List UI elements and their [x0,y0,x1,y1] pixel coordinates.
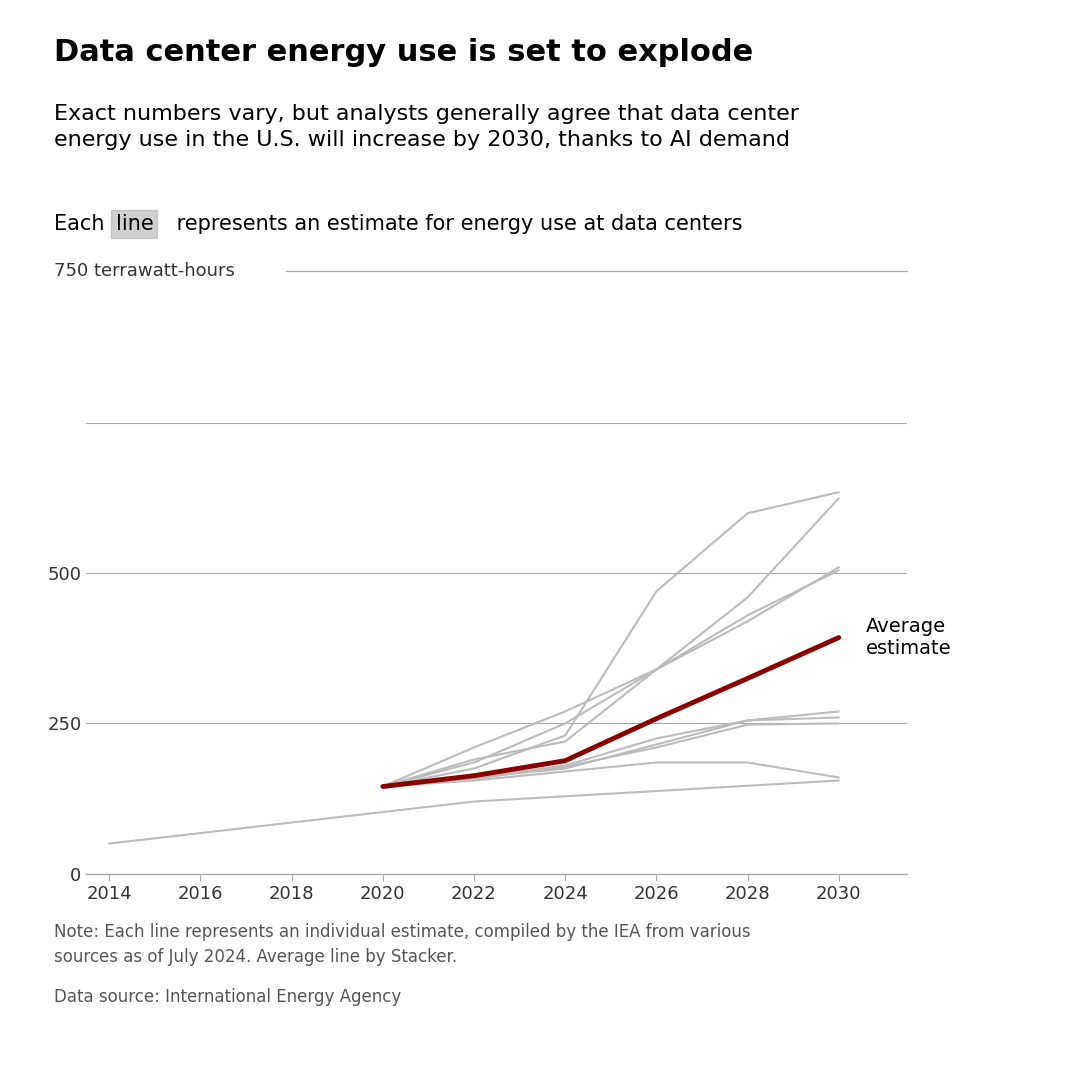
Text: 750 terrawatt-hours: 750 terrawatt-hours [54,262,234,280]
Text: Data center energy use is set to explode: Data center energy use is set to explode [54,38,753,68]
Text: represents an estimate for energy use at data centers: represents an estimate for energy use at… [170,214,742,234]
Text: Each: Each [54,214,111,234]
Text: line: line [116,214,153,234]
Text: Average
estimate: Average estimate [866,617,951,658]
Text: Note: Each line represents an individual estimate, compiled by the IEA from vari: Note: Each line represents an individual… [54,923,751,965]
Text: Data source: International Energy Agency: Data source: International Energy Agency [54,988,402,1006]
Text: Exact numbers vary, but analysts generally agree that data center
energy use in : Exact numbers vary, but analysts general… [54,104,799,150]
